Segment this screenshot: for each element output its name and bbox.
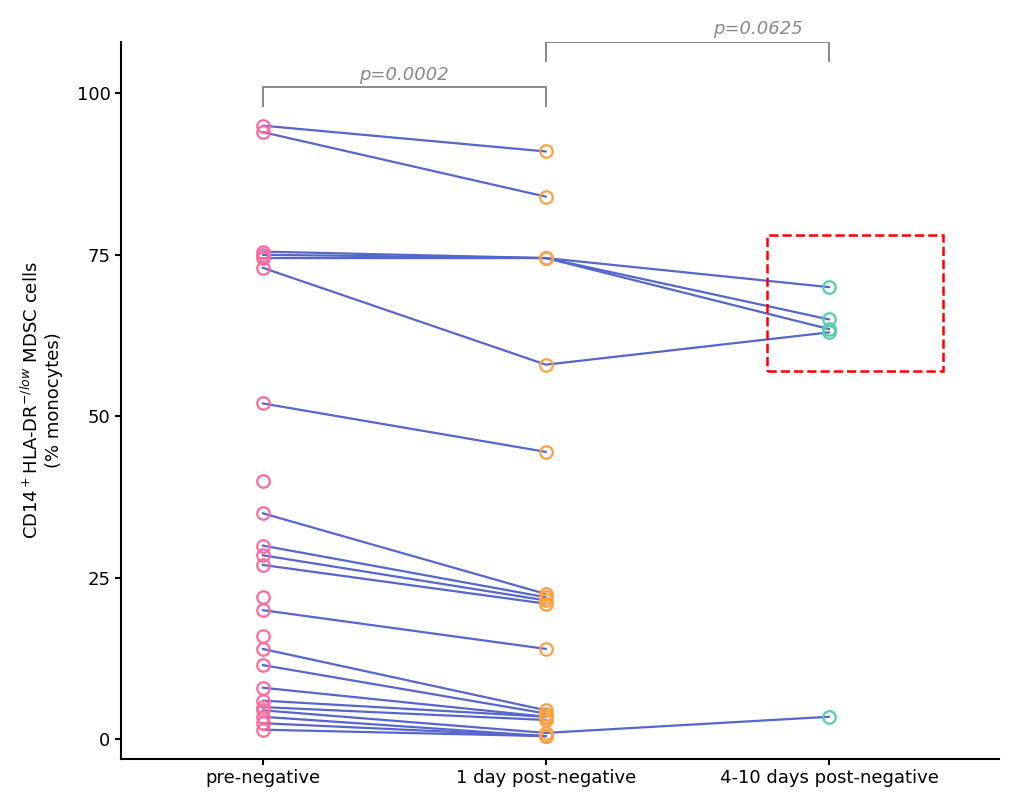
Y-axis label: CD14$^+$HLA-DR$^{-/low}$ MDSC cells
(% monocytes): CD14$^+$HLA-DR$^{-/low}$ MDSC cells (% m… bbox=[20, 262, 63, 539]
Bar bbox=[766, 235, 942, 371]
Text: p=0.0625: p=0.0625 bbox=[713, 20, 803, 39]
Text: p=0.0002: p=0.0002 bbox=[359, 65, 448, 84]
